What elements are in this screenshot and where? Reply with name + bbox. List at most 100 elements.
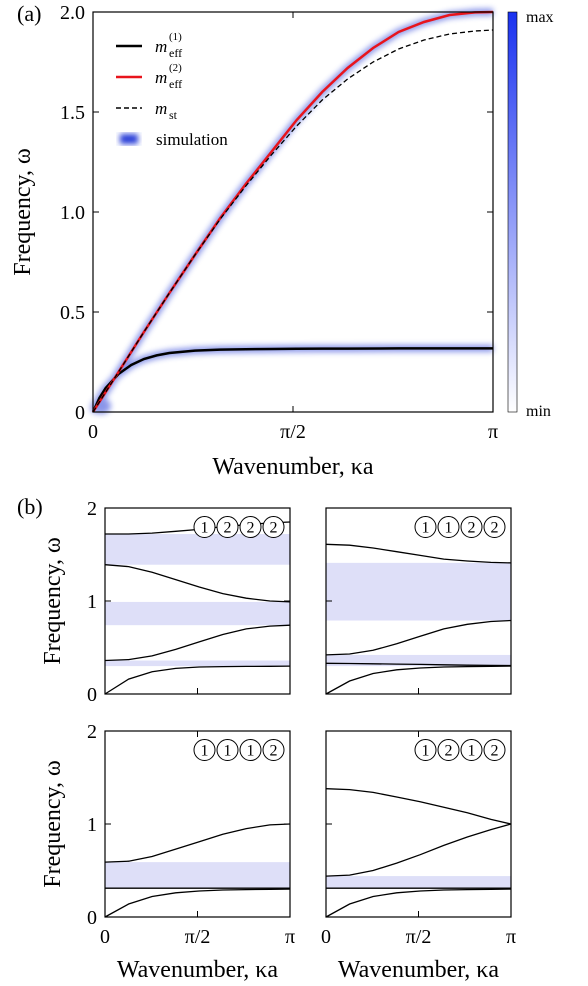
unit-cell-badge [262, 739, 285, 761]
legend-label: m [155, 99, 167, 118]
series-line-2 [91, 10, 494, 413]
x-tick-label: 0 [100, 926, 110, 948]
unit-cell-badge [262, 516, 285, 538]
legend-label: simulation [156, 130, 228, 149]
colorbar-min-label: min [526, 403, 551, 420]
x-tick-label: π/2 [280, 421, 306, 443]
series-line-1 [104, 888, 291, 918]
x-tick-label: π [285, 926, 295, 948]
unit-cell-badge-label: 2 [270, 520, 278, 537]
x-tick-label: π [506, 926, 516, 948]
unit-cell-badge [239, 739, 262, 761]
unit-cell-badge [437, 739, 460, 761]
unit-cell-badge [414, 739, 437, 761]
legend-subscript: eff [169, 77, 182, 91]
series-line-3 [325, 662, 512, 667]
band-gap [105, 601, 290, 626]
colorbar-max-label: max [526, 9, 554, 26]
unit-cell-badge-label: 1 [422, 743, 430, 760]
y-tick-label: 1.5 [60, 102, 85, 124]
series-line-1 [325, 665, 512, 695]
simulation-band [89, 344, 493, 414]
x-axis-title: Wavenumber, κa [338, 957, 499, 983]
band-gap [326, 654, 511, 667]
unit-cell-badge-label: 1 [247, 743, 255, 760]
unit-cell-badge [483, 739, 506, 761]
legend-label: m [155, 37, 167, 56]
x-axis-title: Wavenumber, κa [212, 454, 373, 480]
legend-subscript: eff [169, 46, 182, 60]
legend-label: m [155, 68, 167, 87]
unit-cell-badge [216, 516, 239, 538]
unit-cell-badge-label: 2 [468, 520, 476, 537]
unit-cell-badge-label: 2 [224, 520, 232, 537]
legend-superscript: (1) [169, 31, 182, 43]
y-tick-label: 0 [75, 402, 85, 424]
y-tick-label: 0.5 [60, 302, 85, 324]
simulation-spot [91, 398, 111, 414]
legend-superscript: (2) [169, 62, 182, 74]
panel-label: (a) [17, 1, 41, 26]
unit-cell-badge-label: 1 [468, 743, 476, 760]
unit-cell-badge [460, 516, 483, 538]
unit-cell-badge-label: 1 [445, 520, 453, 537]
simulation-data [89, 8, 494, 414]
unit-cell-badge-label: 2 [247, 520, 255, 537]
unit-cell-badge-label: 2 [445, 743, 453, 760]
unit-cell-badge [460, 739, 483, 761]
unit-cell-badge [239, 516, 262, 538]
y-tick-label: 2 [87, 498, 97, 520]
band-gap [105, 534, 290, 565]
series-line-4 [325, 788, 512, 825]
unit-cell-badge-label: 2 [491, 520, 499, 537]
y-tick-label: 0 [87, 907, 97, 929]
series-line-3 [325, 823, 512, 877]
band-gap [105, 862, 290, 889]
band-gap [326, 562, 511, 621]
colorbar [507, 11, 518, 413]
panel-label: (b) [17, 494, 43, 519]
unit-cell-badge [216, 739, 239, 761]
series-line-3 [104, 823, 291, 863]
legend-subscript: st [169, 108, 178, 122]
chart-a: 0 π/2 π 0 0.5 1.0 1.5 2.0 Wavenumber, κa Frequenc… [10, 1, 554, 480]
unit-cell-badge [193, 516, 216, 538]
unit-cell-badge [193, 739, 216, 761]
y-tick-label: 1.0 [60, 202, 85, 224]
x-axis-title: Wavenumber, κa [117, 957, 278, 983]
y-axis-title: Frequency, ω [40, 760, 66, 888]
unit-cell-badge-label: 2 [491, 743, 499, 760]
y-axis-title: Frequency, ω [40, 537, 66, 665]
y-tick-label: 0 [87, 684, 97, 706]
series-line-1 [325, 888, 512, 918]
series-line-3 [92, 29, 494, 413]
series-line-2 [104, 624, 291, 662]
x-tick-label: π/2 [406, 926, 432, 948]
x-tick-label: π [488, 421, 498, 443]
y-tick-label: 2.0 [60, 2, 85, 24]
band-gap [326, 876, 511, 889]
unit-cell-badge-label: 1 [224, 743, 232, 760]
band-gap [105, 660, 290, 667]
x-tick-label: 0 [88, 421, 98, 443]
unit-cell-badge-label: 1 [201, 520, 209, 537]
legend-swatch-simulation [120, 134, 138, 144]
x-tick-label: 0 [321, 926, 331, 948]
y-tick-label: 1 [87, 814, 97, 836]
unit-cell-badge-label: 2 [270, 743, 278, 760]
series-line-2 [325, 619, 512, 656]
unit-cell-badge-label: 1 [201, 743, 209, 760]
series-line-3 [104, 564, 291, 603]
y-axis-title: Frequency, ω [10, 148, 36, 276]
series-line-4 [325, 543, 512, 564]
unit-cell-badge-label: 1 [422, 520, 430, 537]
y-tick-label: 2 [87, 721, 97, 743]
x-tick-label: π/2 [185, 926, 211, 948]
y-tick-label: 1 [87, 591, 97, 613]
unit-cell-badge [483, 516, 506, 538]
